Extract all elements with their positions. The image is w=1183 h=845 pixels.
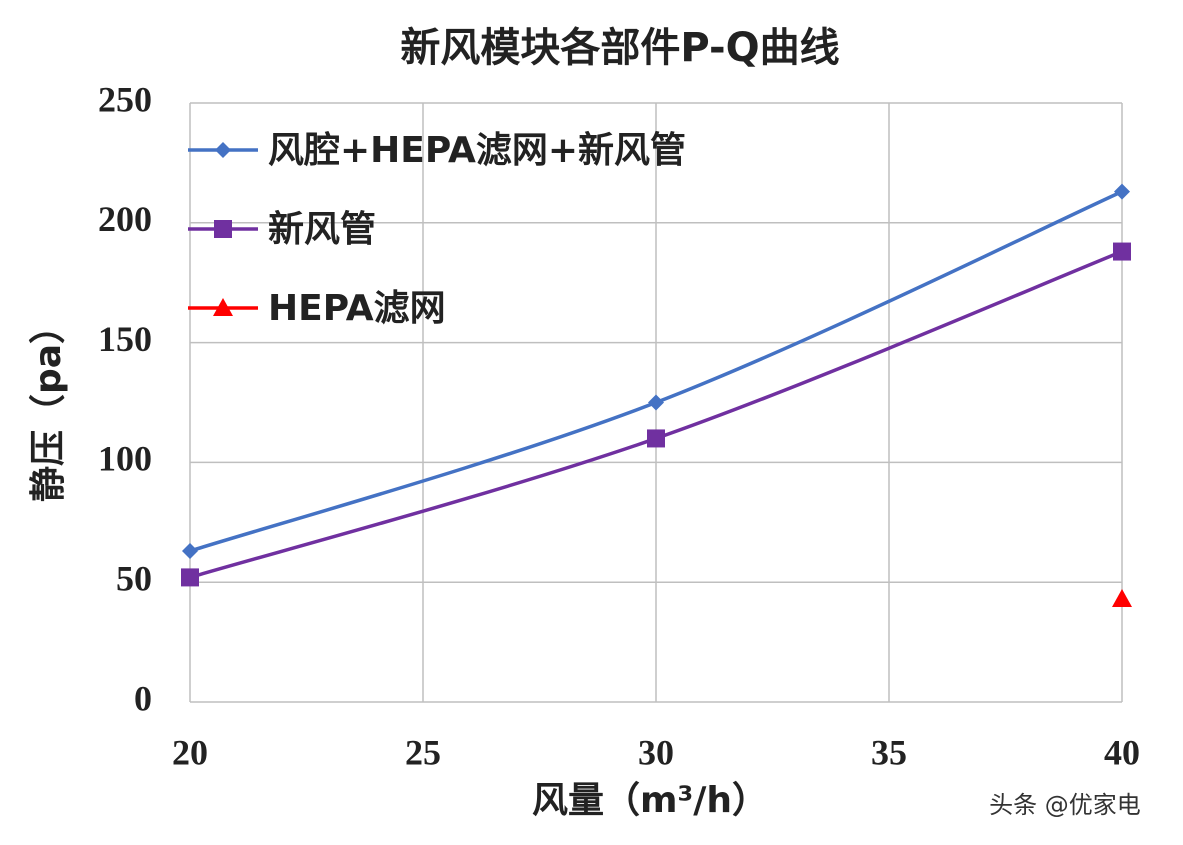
y-tick-label: 50 xyxy=(116,558,152,598)
y-tick-label: 150 xyxy=(98,319,152,359)
data-point xyxy=(1114,183,1130,200)
data-point xyxy=(647,429,665,448)
legend-label: 新风管 xyxy=(268,209,376,250)
y-tick-label: 100 xyxy=(98,439,152,479)
chart-title: 新风模块各部件P-Q曲线 xyxy=(400,25,839,71)
legend-label: 风腔+HEPA滤网+新风管 xyxy=(268,130,686,171)
data-point xyxy=(648,394,664,411)
legend-swatch-marker xyxy=(213,298,233,316)
x-tick-label: 35 xyxy=(871,732,907,772)
x-tick-label: 30 xyxy=(638,732,674,772)
watermark: 头条 @优家电 xyxy=(989,791,1141,819)
legend-label: HEPA滤网 xyxy=(268,288,446,329)
x-tick-label: 25 xyxy=(405,732,441,772)
x-tick-label: 40 xyxy=(1104,732,1140,772)
data-point xyxy=(182,543,198,560)
data-point xyxy=(1112,588,1132,607)
y-tick-label: 250 xyxy=(98,79,152,119)
data-point xyxy=(181,568,199,587)
y-axis-title: 静压（pa） xyxy=(28,308,69,502)
data-point xyxy=(1113,242,1131,261)
legend-swatch-marker xyxy=(215,142,231,158)
legend-swatch-marker xyxy=(214,220,232,238)
y-tick-label: 200 xyxy=(98,199,152,239)
x-tick-label: 20 xyxy=(172,732,208,772)
x-axis-title: 风量（m³/h） xyxy=(532,780,768,821)
y-tick-label: 0 xyxy=(134,678,152,718)
